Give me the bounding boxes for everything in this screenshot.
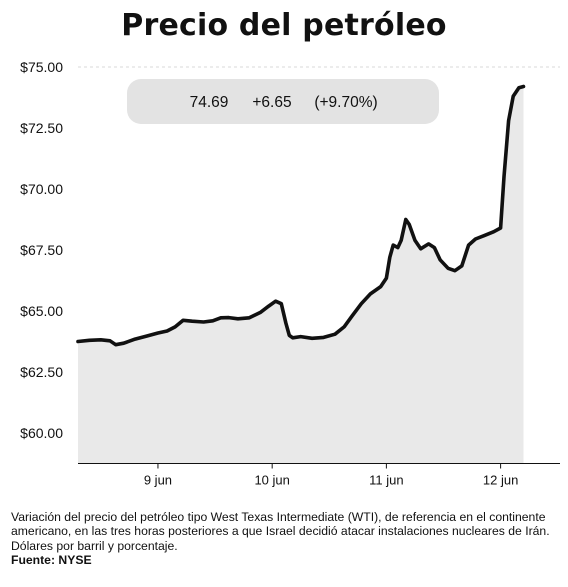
data-point — [342, 325, 346, 329]
data-point — [333, 333, 337, 336]
data-point — [350, 314, 354, 318]
data-point — [114, 343, 117, 346]
data-point — [274, 300, 277, 303]
x-tick-label: 10 jun — [254, 473, 289, 488]
summary-box-background — [127, 79, 439, 124]
data-point — [145, 334, 148, 338]
data-point — [310, 337, 314, 340]
data-point — [108, 339, 112, 342]
data-point — [438, 258, 442, 261]
data-point — [502, 175, 506, 178]
chart-title: Precio del petróleo — [121, 8, 447, 43]
data-point — [248, 316, 251, 319]
summary-change: +6.65 — [252, 94, 291, 111]
summary-percent: (+9.70%) — [314, 94, 377, 111]
data-point — [404, 218, 407, 221]
data-point — [522, 85, 525, 88]
caption-source: Fuente: NYSE — [11, 552, 92, 567]
data-point — [181, 319, 185, 322]
y-tick-label: $75.00 — [20, 59, 63, 75]
x-tick-label: 9 jun — [144, 473, 172, 488]
data-point — [227, 316, 230, 319]
data-point — [483, 234, 486, 237]
y-tick-label: $60.00 — [20, 425, 63, 441]
data-point — [291, 336, 294, 339]
data-point — [122, 342, 125, 345]
data-point — [280, 302, 283, 305]
series-line — [76, 84, 526, 347]
data-point — [202, 320, 205, 324]
data-point — [474, 237, 477, 241]
x-axis: 9 jun 10 jun 11 jun 12 jun — [144, 463, 518, 488]
data-point — [413, 239, 417, 242]
data-point — [219, 316, 222, 319]
data-point — [427, 242, 430, 246]
data-point — [173, 325, 177, 329]
summary-box: 74.69 +6.65 (+9.70%) — [127, 79, 439, 124]
data-point — [419, 247, 422, 250]
data-point — [396, 246, 399, 249]
data-point — [288, 334, 291, 337]
data-point — [76, 340, 80, 343]
data-point — [408, 223, 411, 226]
caption-text: Variación del precio del petróleo tipo W… — [11, 510, 550, 553]
data-point — [360, 302, 363, 305]
data-point — [400, 239, 403, 242]
y-tick-label: $70.00 — [20, 181, 63, 197]
y-tick-label: $67.50 — [20, 242, 63, 258]
data-point — [133, 337, 137, 341]
y-tick-label: $62.50 — [20, 364, 63, 380]
data-point — [99, 338, 103, 341]
x-tick-label: 12 jun — [483, 473, 518, 488]
data-point — [156, 331, 160, 335]
data-point — [236, 317, 240, 320]
data-point — [165, 329, 169, 333]
data-point — [453, 269, 457, 272]
y-axis: $75.00 $72.50 $70.00 $67.50 $65.00 $62.50 $60.… — [20, 59, 63, 441]
chart-caption: Variación del precio del petróleo tipo W… — [11, 510, 559, 567]
data-point — [379, 285, 382, 288]
data-point — [369, 292, 372, 296]
data-point — [267, 304, 270, 308]
data-point — [191, 320, 194, 323]
data-point — [507, 119, 510, 122]
data-point — [299, 335, 302, 338]
y-tick-label: $72.50 — [20, 120, 63, 136]
data-point — [392, 243, 395, 247]
data-point — [460, 264, 463, 268]
data-point — [517, 86, 521, 89]
line-layer — [76, 84, 526, 347]
data-point — [322, 336, 325, 339]
x-tick-label: 11 jun — [369, 473, 403, 488]
data-point — [467, 243, 470, 247]
price-chart: $75.00 $72.50 $70.00 $67.50 $65.00 $62.50 $60.… — [20, 59, 560, 488]
data-point — [512, 95, 515, 98]
y-tick-label: $65.00 — [20, 303, 63, 319]
data-point — [433, 246, 436, 249]
series-area — [78, 86, 524, 464]
data-point — [446, 267, 450, 270]
data-point — [211, 319, 214, 322]
data-point — [492, 230, 495, 233]
data-point — [499, 226, 502, 230]
summary-value: 74.69 — [190, 94, 229, 111]
data-point — [385, 276, 388, 280]
data-point — [388, 256, 391, 259]
data-point — [88, 339, 91, 342]
data-point — [259, 311, 262, 314]
data-point — [284, 322, 288, 325]
area-layer — [78, 86, 524, 464]
